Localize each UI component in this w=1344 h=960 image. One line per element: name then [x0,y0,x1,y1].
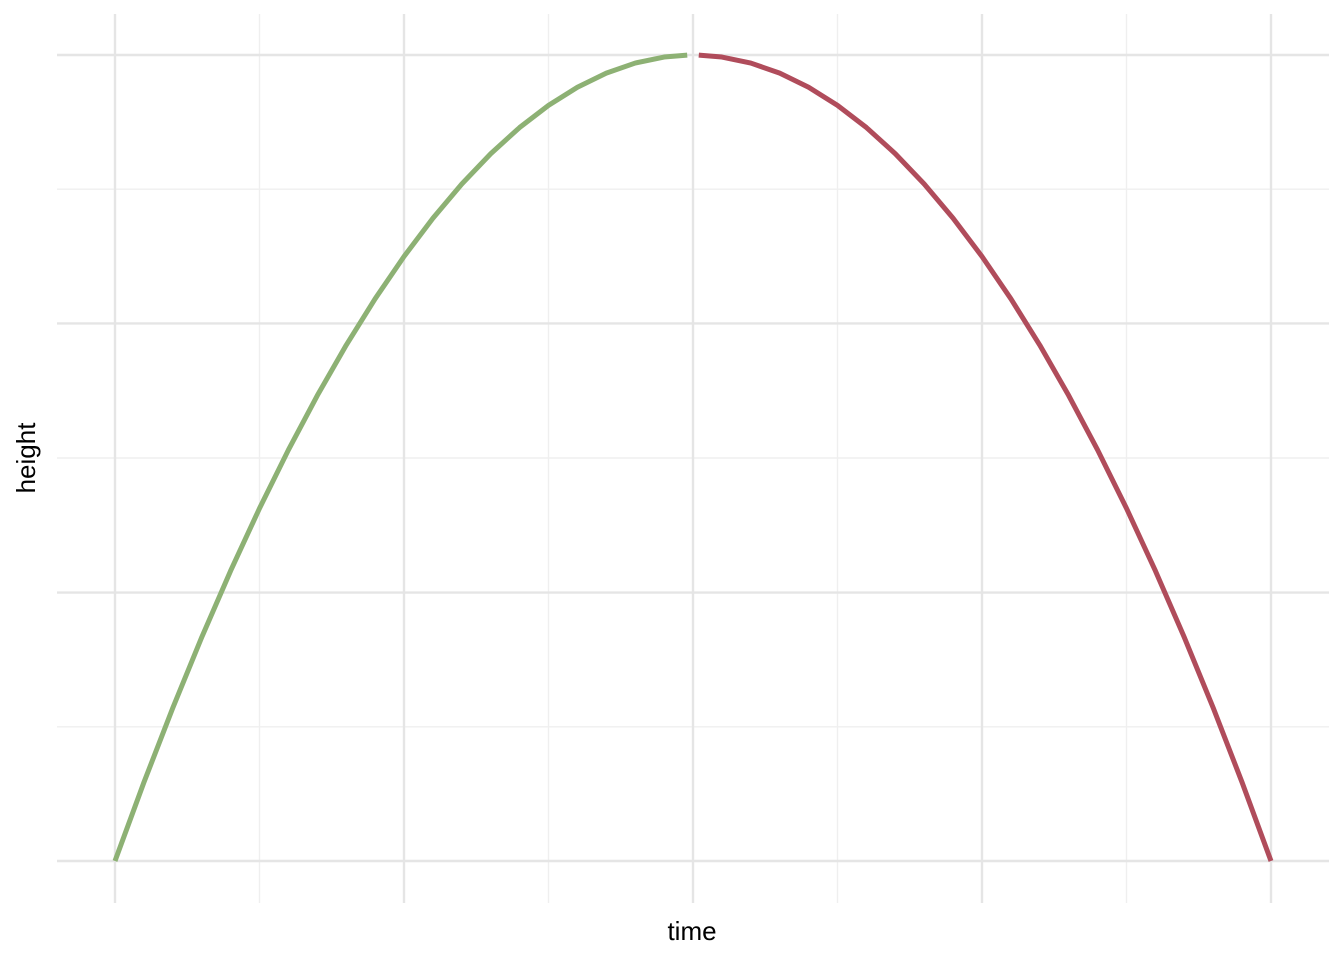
major-gridlines [57,14,1329,903]
y-axis-title: height [11,422,41,494]
series-line-1 [112,52,688,862]
series-line-2 [698,52,1274,862]
x-axis-title: time [667,916,716,946]
series-lines [112,52,1274,862]
